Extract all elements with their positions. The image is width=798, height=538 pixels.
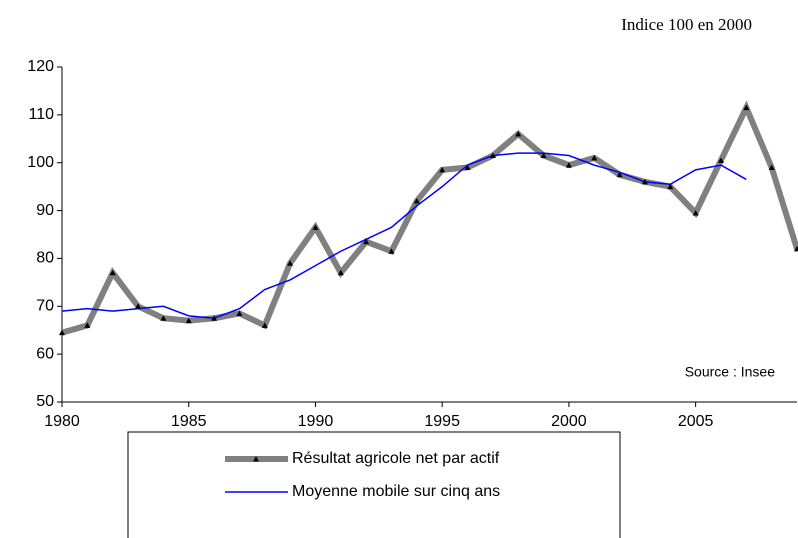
point-marker: [692, 209, 699, 216]
point-marker: [135, 303, 142, 309]
point-marker: [413, 198, 420, 204]
point-marker: [591, 154, 598, 161]
point-marker: [261, 322, 268, 328]
point-marker: [439, 166, 446, 173]
y-tick-label: 100: [27, 154, 54, 171]
point-marker: [794, 245, 798, 252]
legend-label: Moyenne mobile sur cinq ans: [292, 483, 500, 500]
point-marker: [489, 152, 496, 159]
y-tick-label: 60: [36, 345, 54, 362]
point-marker: [768, 164, 775, 170]
x-tick-label: 2005: [678, 413, 714, 430]
point-marker: [616, 171, 623, 178]
x-tick-label: 1990: [298, 413, 334, 430]
x-tick-label: 2000: [551, 413, 587, 430]
point-marker: [59, 329, 65, 336]
y-tick-label: 50: [36, 393, 54, 410]
x-tick-label: 1995: [424, 413, 460, 430]
point-marker: [743, 104, 750, 111]
y-tick-label: 120: [27, 58, 54, 75]
point-marker: [337, 269, 344, 276]
series-line: [61, 100, 798, 336]
point-marker: [565, 162, 572, 168]
y-tick-label: 70: [36, 298, 54, 315]
point-marker: [185, 317, 192, 324]
y-tick-label: 90: [36, 202, 54, 219]
point-marker: [641, 178, 648, 185]
point-marker: [540, 152, 547, 159]
y-tick-label: 110: [28, 106, 54, 123]
point-marker: [211, 315, 218, 321]
point-marker: [717, 157, 724, 163]
point-marker: [363, 238, 370, 245]
point-marker: [515, 131, 522, 137]
point-marker: [287, 260, 294, 266]
y-tick-label: 80: [36, 250, 54, 267]
series-line: [61, 152, 747, 320]
point-marker: [464, 164, 471, 170]
x-tick-label: 1980: [44, 413, 80, 430]
point-marker: [312, 224, 319, 230]
legend-label: Résultat agricole net par actif: [292, 450, 500, 467]
point-marker: [84, 322, 91, 328]
unit-note: Indice 100 en 2000: [621, 15, 752, 34]
legend-marker: [253, 456, 259, 462]
x-tick-label: 1985: [171, 413, 207, 430]
source-note: Source : Insee: [685, 364, 775, 380]
point-marker: [667, 183, 674, 190]
point-marker: [109, 269, 116, 276]
point-marker: [388, 248, 395, 254]
point-marker: [236, 310, 243, 316]
legend-box: [127, 431, 621, 538]
point-marker: [160, 315, 167, 321]
